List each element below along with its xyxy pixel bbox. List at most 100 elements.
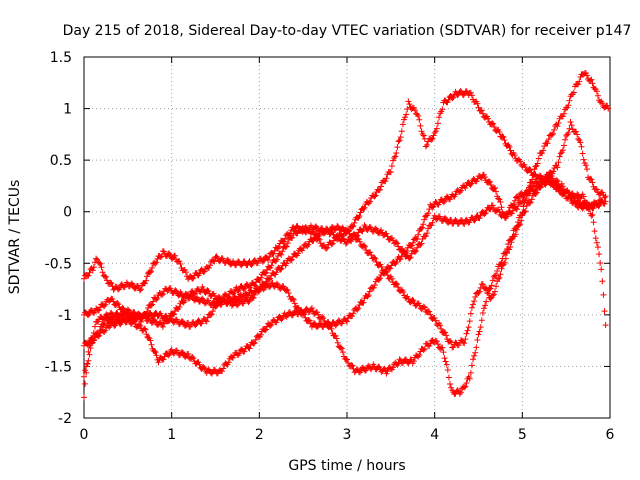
data-point <box>210 298 217 305</box>
data-point <box>518 217 525 224</box>
data-point <box>191 291 198 298</box>
data-point <box>523 190 530 197</box>
data-point <box>405 98 412 105</box>
data-point <box>291 300 298 307</box>
data-point <box>303 305 310 312</box>
data-point <box>216 258 223 265</box>
data-point <box>492 184 499 191</box>
data-point <box>487 295 494 302</box>
data-point <box>464 327 471 334</box>
data-point <box>91 323 98 330</box>
data-point <box>333 321 340 328</box>
data-point <box>477 324 484 331</box>
data-point <box>324 244 331 251</box>
data-point <box>394 240 401 247</box>
data-point <box>382 178 389 185</box>
data-point <box>593 88 600 95</box>
data-point <box>420 346 427 353</box>
data-point <box>300 310 307 317</box>
data-point <box>485 178 492 185</box>
data-point <box>189 275 196 282</box>
data-point <box>421 216 428 223</box>
data-point <box>383 230 390 237</box>
data-point <box>405 295 412 302</box>
data-point <box>218 297 225 304</box>
data-point <box>532 163 539 170</box>
data-point <box>410 358 417 365</box>
data-point <box>395 243 402 250</box>
data-point <box>517 221 524 228</box>
data-point <box>569 194 576 201</box>
data-point <box>116 313 123 320</box>
data-point <box>384 272 391 279</box>
y-tick-label: 1.5 <box>50 50 72 66</box>
data-point <box>378 263 385 270</box>
data-point <box>339 224 346 231</box>
data-point <box>120 305 127 312</box>
data-point <box>125 307 132 314</box>
data-point <box>472 294 479 301</box>
data-point <box>373 258 380 265</box>
data-point <box>599 100 606 107</box>
data-point <box>420 303 427 310</box>
data-point <box>165 352 172 359</box>
data-point <box>205 288 212 295</box>
data-point <box>511 152 518 159</box>
data-point <box>431 212 438 219</box>
data-point <box>597 196 604 203</box>
data-point <box>429 135 436 142</box>
data-point <box>530 183 537 190</box>
data-point <box>467 181 474 188</box>
data-point <box>430 132 437 139</box>
data-point <box>484 286 491 293</box>
data-point <box>397 134 404 141</box>
data-point <box>105 313 112 320</box>
data-point <box>302 223 309 230</box>
y-tick-label: -2 <box>58 411 72 427</box>
data-point <box>488 282 495 289</box>
data-point <box>345 315 352 322</box>
data-point <box>110 286 117 293</box>
data-point <box>514 195 521 202</box>
data-point <box>337 344 344 351</box>
data-point <box>406 255 413 262</box>
data-point <box>245 344 252 351</box>
data-point <box>593 239 600 246</box>
data-point <box>439 106 446 113</box>
data-point <box>102 301 109 308</box>
data-point <box>305 241 312 248</box>
data-point <box>284 240 291 247</box>
chart-title: Day 215 of 2018, Sidereal Day-to-day VTE… <box>63 23 632 39</box>
data-point <box>207 262 214 269</box>
data-point <box>141 325 148 332</box>
data-point <box>326 321 333 328</box>
data-point <box>498 204 505 211</box>
data-point <box>362 243 369 250</box>
data-point <box>555 159 562 166</box>
data-point <box>490 291 497 298</box>
data-point <box>457 187 464 194</box>
data-point <box>506 246 513 253</box>
data-point <box>356 238 363 245</box>
data-point <box>139 314 146 321</box>
y-tick-label: 1 <box>63 102 72 118</box>
data-point <box>527 166 534 173</box>
data-point <box>185 319 192 326</box>
data-point <box>335 233 342 240</box>
data-point <box>574 197 581 204</box>
data-point <box>102 273 109 280</box>
data-point <box>478 107 485 114</box>
data-point <box>486 179 493 186</box>
data-point <box>306 317 313 324</box>
data-point <box>281 238 288 245</box>
data-point <box>450 344 457 351</box>
data-point <box>275 243 282 250</box>
data-point <box>95 333 102 340</box>
data-point <box>566 97 573 104</box>
data-point <box>368 252 375 259</box>
data-point <box>483 285 490 292</box>
data-point <box>396 356 403 363</box>
data-point <box>420 221 427 228</box>
data-point <box>461 340 468 347</box>
data-point <box>497 199 504 206</box>
